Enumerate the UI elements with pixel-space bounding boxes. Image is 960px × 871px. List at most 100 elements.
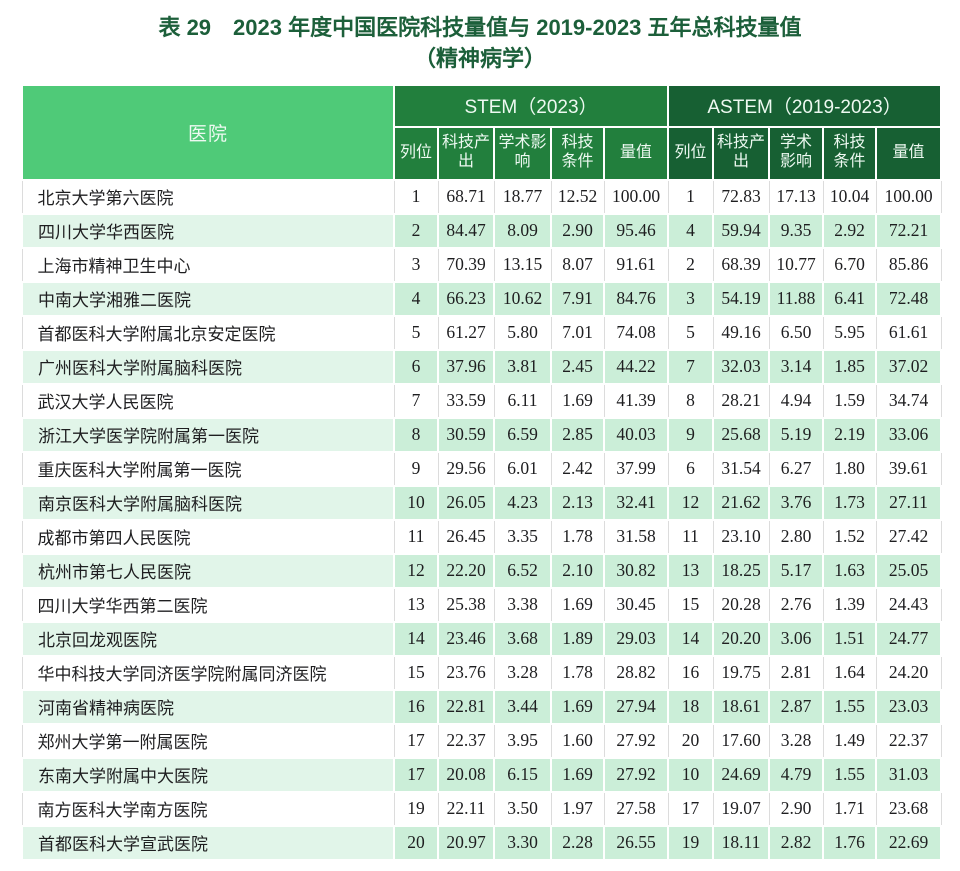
value-cell: 3.50 [493, 791, 552, 827]
value-cell: 6.27 [768, 451, 824, 487]
value-cell: 40.03 [602, 417, 670, 453]
value-cell: 2 [393, 213, 439, 249]
value-cell: 20 [393, 825, 439, 861]
value-cell: 3.28 [768, 723, 824, 759]
value-cell: 1.78 [550, 655, 605, 691]
hospital-name-cell: 河南省精神病医院 [21, 689, 395, 725]
value-cell: 10.62 [493, 281, 552, 317]
value-cell: 10.77 [768, 247, 824, 283]
value-cell: 2.80 [768, 519, 824, 555]
astem-sub-header-2: 科技产出 [712, 125, 771, 181]
value-cell: 4.94 [768, 383, 824, 419]
value-cell: 23.03 [875, 689, 943, 725]
table-row: 北京回龙观医院 14 23.46 3.68 1.89 29.03 14 20.20 3.06 1.… [21, 621, 943, 657]
value-cell: 95.46 [602, 213, 670, 249]
value-cell: 4.23 [493, 485, 552, 521]
table-row: 重庆医科大学附属第一医院 9 29.56 6.01 2.42 37.99 6 31.54 6.2… [21, 451, 942, 487]
value-cell: 6.41 [822, 281, 878, 317]
value-cell: 32.41 [602, 485, 670, 521]
stem-sub-header-2: 科技产出 [437, 125, 495, 181]
value-cell: 24.43 [875, 587, 942, 623]
value-cell: 28.82 [603, 655, 669, 691]
value-cell: 18.77 [493, 179, 552, 215]
value-cell: 11 [393, 519, 439, 555]
table-row: 首都医科大学宣武医院 20 20.97 3.30 2.28 26.55 19 18.11 2.8… [21, 825, 943, 861]
value-cell: 23.10 [712, 519, 770, 555]
hospital-name-cell: 东南大学附属中大医院 [21, 757, 395, 793]
value-cell: 1.49 [822, 723, 877, 759]
table-row: 南方医科大学南方医院 19 22.11 3.50 1.97 27.58 17 19.07 2.9… [21, 791, 942, 827]
value-cell: 3.95 [493, 723, 552, 759]
value-cell: 1.69 [550, 383, 605, 419]
value-cell: 2.90 [550, 213, 605, 249]
stem-sub-header-4: 科技条件 [550, 125, 605, 181]
value-cell: 6 [667, 451, 714, 487]
table-row: 南京医科大学附属脑科医院 10 26.05 4.23 2.13 32.41 12 21.62 3… [21, 485, 943, 521]
value-cell: 3.81 [493, 349, 552, 385]
value-cell: 33.59 [437, 383, 495, 419]
value-cell: 31.54 [712, 451, 770, 487]
hospital-name-cell: 武汉大学人民医院 [21, 383, 395, 419]
value-cell: 3.35 [493, 519, 552, 555]
value-cell: 17.60 [712, 723, 770, 759]
value-cell: 3.68 [493, 621, 552, 657]
value-cell: 18.25 [712, 553, 771, 589]
value-cell: 6.50 [768, 315, 824, 351]
value-cell: 11.88 [768, 281, 825, 317]
value-cell: 22.20 [437, 553, 495, 589]
value-cell: 3.76 [768, 485, 825, 521]
table-header: 医院 STEM（2023） ASTEM（2019-2023） 列位 科技产出 学术影… [21, 83, 943, 181]
hospital-name-cell: 重庆医科大学附属第一医院 [21, 451, 395, 487]
value-cell: 3.14 [768, 349, 825, 385]
value-cell: 37.99 [603, 451, 669, 487]
astem-sub-header-3: 学术影响 [768, 125, 825, 181]
stem-sub-header-1: 列位 [393, 125, 439, 181]
value-cell: 2.28 [550, 825, 605, 861]
value-cell: 3.38 [493, 587, 552, 623]
value-cell: 2.85 [550, 417, 605, 453]
value-cell: 18.61 [712, 689, 771, 725]
value-cell: 6.59 [493, 417, 552, 453]
value-cell: 4 [393, 281, 439, 317]
value-cell: 2.82 [768, 825, 825, 861]
table-row: 东南大学附属中大医院 17 20.08 6.15 1.69 27.92 10 24.69 4.7… [21, 757, 943, 793]
table-row: 四川大学华西医院 2 84.47 8.09 2.90 95.46 4 59.94 9.35 2.9… [21, 213, 943, 249]
value-cell: 14 [667, 621, 715, 657]
value-cell: 1.60 [550, 723, 605, 759]
table-row: 成都市第四人民医院 11 26.45 3.35 1.78 31.58 11 23.10 2.80… [21, 519, 942, 555]
value-cell: 9 [393, 451, 439, 487]
value-cell: 17 [667, 791, 714, 827]
value-cell: 17.13 [768, 179, 824, 215]
value-cell: 24.69 [712, 757, 771, 793]
value-cell: 5.19 [768, 417, 825, 453]
value-cell: 1.69 [550, 757, 605, 793]
value-cell: 12 [667, 485, 715, 521]
value-cell: 1.55 [822, 757, 878, 793]
hospital-name-cell: 首都医科大学附属北京安定医院 [21, 315, 395, 351]
value-cell: 70.39 [437, 247, 495, 283]
value-cell: 13 [667, 553, 715, 589]
hospital-name-cell: 杭州市第七人民医院 [21, 553, 395, 589]
value-cell: 12 [393, 553, 439, 589]
value-cell: 27.11 [875, 485, 943, 521]
value-cell: 68.39 [712, 247, 770, 283]
value-cell: 6 [393, 349, 439, 385]
value-cell: 15 [393, 655, 439, 691]
value-cell: 68.71 [437, 179, 495, 215]
value-cell: 34.74 [875, 383, 942, 419]
value-cell: 2.19 [822, 417, 878, 453]
value-cell: 17 [393, 723, 439, 759]
value-cell: 17 [393, 757, 439, 793]
value-cell: 6.15 [493, 757, 552, 793]
value-cell: 8 [393, 417, 439, 453]
value-cell: 49.16 [712, 315, 770, 351]
value-cell: 1.69 [550, 587, 605, 623]
value-cell: 85.86 [875, 247, 942, 283]
hospital-name-cell: 广州医科大学附属脑科医院 [21, 349, 395, 385]
value-cell: 1.64 [822, 655, 877, 691]
value-cell: 5 [393, 315, 439, 351]
value-cell: 22.69 [875, 825, 943, 861]
astem-group-header: ASTEM（2019-2023） [667, 83, 943, 128]
value-cell: 8.07 [550, 247, 605, 283]
value-cell: 20.08 [437, 757, 495, 793]
